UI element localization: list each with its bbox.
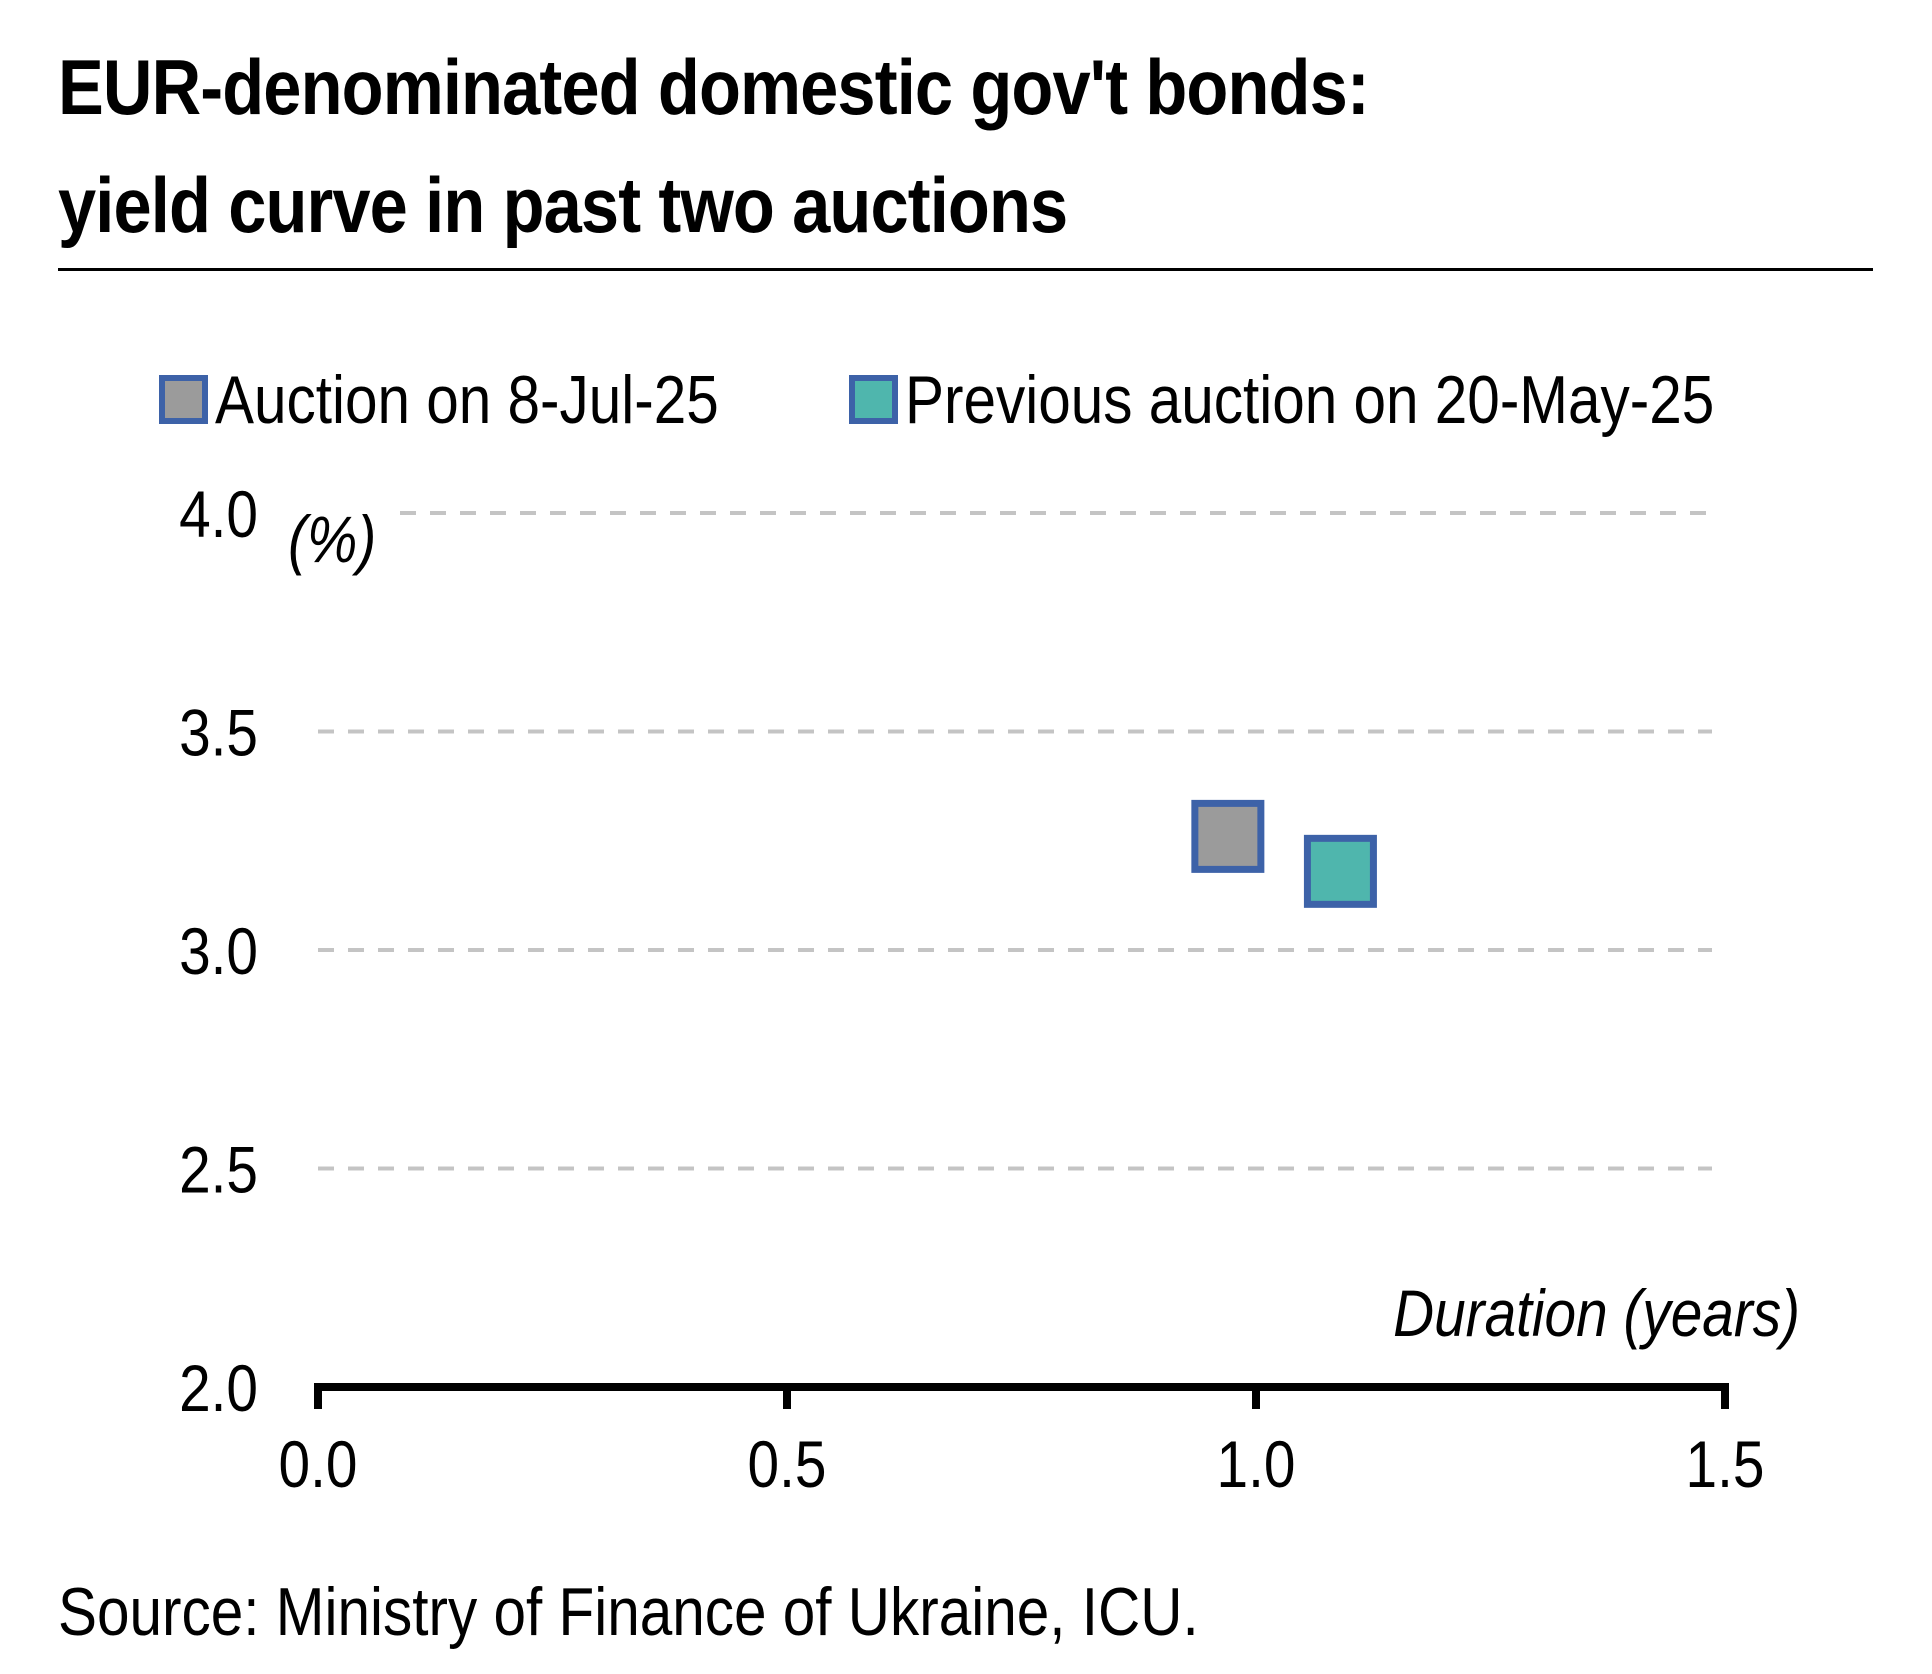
y-tick-label: 3.0	[179, 915, 258, 989]
legend-label-1: Auction on 8-Jul-25	[215, 363, 719, 438]
y-tick-label: 3.5	[179, 697, 258, 771]
x-tick-label: 1.0	[1217, 1428, 1296, 1502]
x-axis: 0.0 0.5 1.0 1.5	[279, 1383, 1765, 1502]
legend-swatch-1	[159, 375, 208, 424]
y-tick-label: 4.0	[179, 478, 258, 552]
legend-swatch-2	[849, 375, 898, 424]
data-point-series-1	[1191, 799, 1265, 873]
legend: Auction on 8-Jul-25 Previous auction on 2…	[159, 363, 1714, 438]
source-note: Source: Ministry of Finance of Ukraine, …	[58, 1574, 1199, 1650]
y-tick-label: 2.0	[179, 1352, 258, 1426]
x-tick-label: 1.5	[1686, 1428, 1765, 1502]
x-tick-label: 0.5	[748, 1428, 827, 1502]
y-tick-label: 2.5	[179, 1134, 258, 1208]
data-point-series-2	[1303, 834, 1377, 908]
y-axis-label: (%)	[288, 503, 376, 577]
chart-title-line-1: EUR-denominated domestic gov't bonds:	[58, 43, 1370, 131]
y-axis-ticks: 2.0 2.5 3.0 3.5 4.0	[179, 478, 258, 1426]
data-points	[1191, 799, 1377, 908]
title-divider	[58, 268, 1873, 271]
x-axis-label: Duration (years)	[1393, 1277, 1800, 1351]
chart-title: EUR-denominated domestic gov't bonds: yi…	[58, 28, 1642, 264]
x-tick-label: 0.0	[279, 1428, 358, 1502]
gridlines	[318, 511, 1712, 1171]
chart-title-line-2: yield curve in past two auctions	[58, 161, 1068, 249]
legend-label-2: Previous auction on 20-May-25	[905, 363, 1714, 438]
